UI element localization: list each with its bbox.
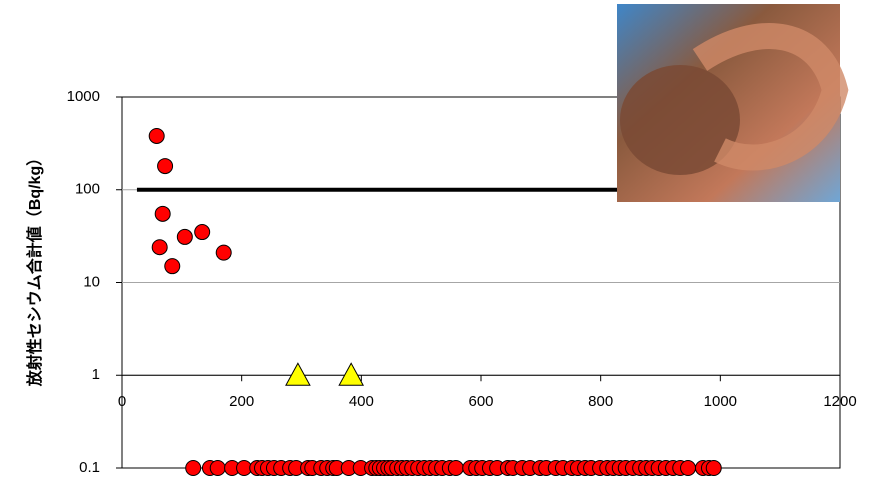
y-tick-label: 1 (92, 366, 100, 383)
data-point (154, 205, 171, 222)
data-point (157, 158, 174, 175)
data-point (705, 460, 722, 476)
y-tick-label: 1000 (67, 88, 100, 105)
x-tick-label: 0 (118, 393, 126, 410)
data-point (176, 228, 193, 245)
y-tick-label: 100 (75, 181, 100, 198)
data-point (209, 460, 226, 476)
data-point (148, 127, 165, 144)
x-tick-label: 1000 (704, 393, 737, 410)
data-point (194, 224, 211, 241)
y-tick-label: 0.1 (79, 459, 100, 476)
data-point (164, 258, 181, 275)
x-tick-label: 200 (229, 393, 254, 410)
x-tick-label: 600 (468, 393, 493, 410)
data-point (338, 362, 365, 386)
x-tick-label: 800 (588, 393, 613, 410)
data-point (285, 362, 311, 386)
data-point (447, 460, 464, 476)
data-point (680, 460, 697, 476)
data-point (215, 244, 232, 261)
x-tick-label: 1200 (823, 393, 856, 410)
x-tick-label: 400 (349, 393, 374, 410)
data-point (151, 239, 168, 256)
data-point (185, 460, 202, 476)
y-axis-title: 放射性セシウム合計値（Bq/kg） (25, 150, 44, 387)
photo (617, 4, 849, 202)
y-tick-label: 10 (83, 273, 100, 290)
